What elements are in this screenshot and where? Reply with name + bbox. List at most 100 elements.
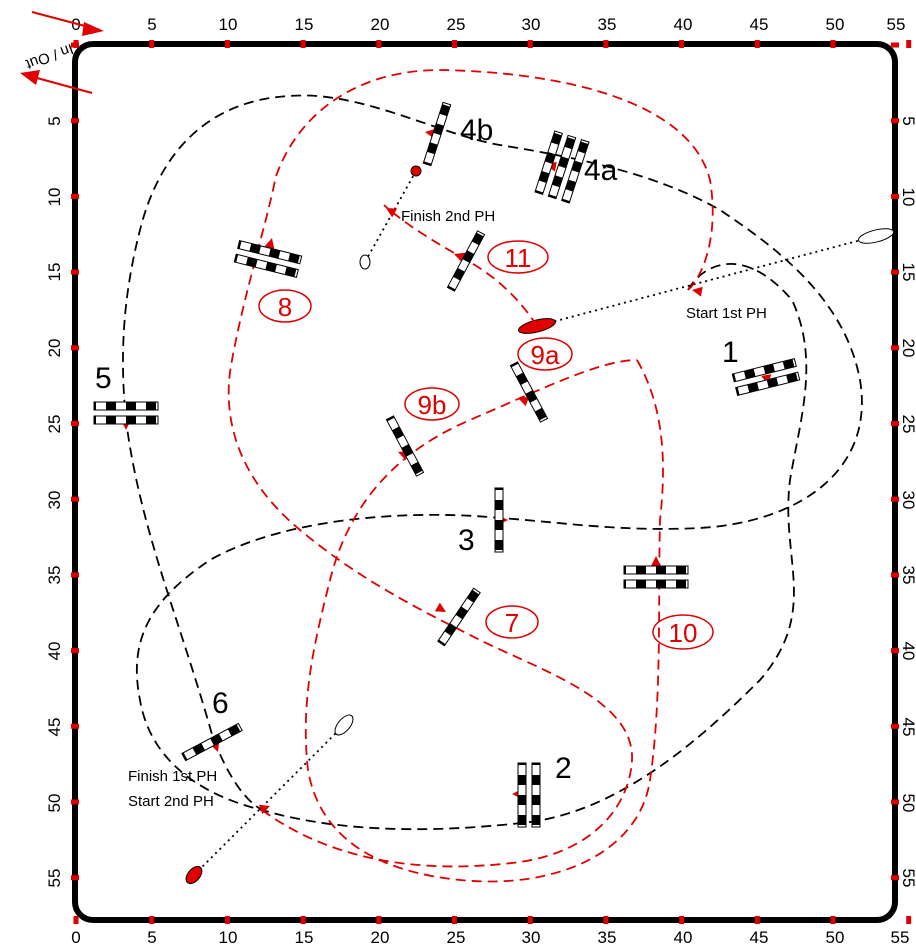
left-tick-label: 20 — [45, 339, 64, 358]
direction-arrow — [692, 286, 703, 297]
badge-ellipse — [487, 240, 549, 274]
obstacle-rail — [237, 239, 303, 265]
route-2nd-ph — [227, 69, 714, 883]
out-arrow-head — [20, 70, 40, 85]
tick-dot-right — [891, 723, 899, 729]
obstacle-number-4b: 4b — [460, 114, 493, 147]
axis-left: 5 10 15 20 25 30 35 40 45 50 55 — [45, 116, 64, 887]
axis-tick-marks — [71, 40, 912, 924]
tick-dot-left — [71, 723, 79, 729]
tick-dot-right — [891, 648, 899, 654]
start-1st-ph-line — [536, 235, 877, 327]
top-tick-label: 55 — [887, 15, 906, 34]
tick-dot-right — [891, 269, 899, 275]
obstacle-4b — [422, 101, 452, 167]
top-tick-label: 15 — [295, 15, 314, 34]
tick-dot-bottom — [679, 916, 685, 924]
tick-dot-right — [891, 496, 899, 502]
left-tick-label: 15 — [45, 263, 64, 282]
start-1st-ph-label: Start 1st PH — [686, 305, 767, 322]
obstacle-number-3: 3 — [458, 524, 475, 557]
bottom-tick-label: 15 — [295, 928, 314, 947]
obstacle-4a — [534, 130, 590, 204]
right-tick-label: 35 — [899, 566, 916, 585]
finish-1st-ph-label: Finish 1st PH — [128, 768, 217, 785]
tick-dot-left — [71, 269, 79, 275]
tick-dot-left — [71, 799, 79, 805]
tick-dot-top — [754, 40, 760, 48]
left-tick-label: 30 — [45, 491, 64, 510]
bottom-tick-label: 55 — [891, 928, 910, 947]
obstacle-number-9a: 9a — [531, 340, 560, 370]
finish-2nd-ph-flag-red — [410, 165, 422, 177]
obstacle-number-11: 11 — [505, 243, 532, 273]
direction-arrow — [434, 602, 446, 612]
obstacle-rail — [93, 401, 159, 411]
obstacle-number-9b: 9b — [418, 390, 447, 420]
obstacle-rail — [560, 139, 590, 204]
badge-ellipse — [258, 289, 312, 323]
right-tick-label: 20 — [899, 339, 916, 358]
finish-1st-ph-flag-red — [185, 865, 203, 885]
bottom-tick-label: 0 — [71, 928, 80, 947]
bottom-tick-label: 25 — [447, 928, 466, 947]
bottom-tick-label: 40 — [674, 928, 693, 947]
tick-dot-right — [891, 193, 899, 199]
tick-dot-top — [300, 40, 306, 48]
direction-arrow — [651, 556, 661, 566]
obstacle-11 — [446, 230, 486, 292]
obstacle-rail — [623, 579, 689, 589]
tick-dot-left — [71, 496, 79, 502]
right-tick-label: 40 — [899, 642, 916, 661]
top-tick-label: 45 — [750, 15, 769, 34]
tick-dot-left — [71, 42, 79, 48]
left-tick-label: 5 — [45, 116, 64, 125]
obstacle-number-7: 7 — [505, 608, 519, 638]
direction-arrow — [518, 396, 530, 407]
obstacle-badge-11: 11 — [487, 240, 549, 274]
tick-dot-top — [603, 40, 609, 48]
top-tick-label: 30 — [522, 15, 541, 34]
right-tick-label: 55 — [899, 869, 916, 888]
bottom-tick-label: 30 — [522, 928, 541, 947]
obstacles — [93, 101, 801, 828]
left-tick-label: 40 — [45, 642, 64, 661]
left-tick-label: 35 — [45, 566, 64, 585]
obstacle-rail — [93, 415, 159, 425]
obstacle-rail — [509, 361, 549, 423]
axis-bottom: 0 5 10 15 20 25 30 35 40 45 50 55 — [71, 928, 909, 947]
start-1st-ph-flag-white — [857, 228, 895, 244]
obstacle-badge-10: 10 — [652, 614, 714, 650]
left-tick-label: 25 — [45, 415, 64, 434]
bottom-tick-label: 45 — [750, 928, 769, 947]
axis-right: 5 10 15 20 25 30 35 40 45 50 55 — [899, 116, 916, 887]
obstacle-rail — [623, 565, 689, 575]
obstacle-number-2: 2 — [555, 752, 572, 785]
obstacle-badge-9a: 9a — [517, 337, 573, 371]
right-tick-label: 5 — [899, 116, 916, 125]
obstacle-number-4a: 4a — [584, 154, 618, 187]
route-1st-ph — [122, 94, 863, 831]
tick-dot-right — [891, 118, 899, 124]
obstacle-rail — [517, 762, 527, 828]
obstacle-rail — [731, 357, 797, 383]
obstacle-rail — [547, 134, 577, 200]
obstacle-rail — [735, 371, 801, 397]
right-tick-label: 50 — [899, 794, 916, 813]
top-tick-label: 20 — [371, 15, 390, 34]
in-out-indicator: In / Out — [20, 11, 104, 94]
tick-dot-right — [891, 421, 899, 426]
tick-dot-right — [891, 799, 899, 805]
bottom-tick-label: 10 — [219, 928, 238, 947]
finish-1st-ph-flag-white — [334, 714, 354, 736]
obstacle-number-1: 1 — [722, 336, 739, 369]
tick-dot-bottom — [830, 916, 836, 924]
obstacle-6 — [181, 722, 243, 762]
tick-dot-right — [891, 345, 899, 351]
top-tick-label: 25 — [447, 15, 466, 34]
obstacle-rail — [494, 487, 504, 553]
right-tick-label: 45 — [899, 718, 916, 737]
tick-dot-bottom — [224, 916, 230, 924]
direction-arrow — [258, 804, 270, 815]
